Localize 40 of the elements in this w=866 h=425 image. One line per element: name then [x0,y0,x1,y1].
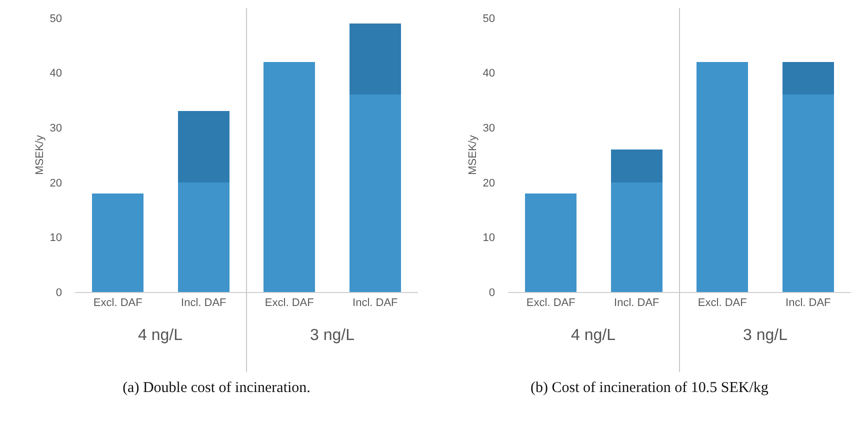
text: (b) Cost of incineration of 10.5 SEK/kg [530,380,770,397]
text: 4 ng/L [138,327,183,344]
bar [782,94,834,292]
y-tick-label: 40 [482,68,495,80]
y-tick-label: 10 [50,232,62,244]
y-axis-title: MSEK/y [34,134,46,175]
text: (a) Double cost of incineration. [122,380,312,397]
y-tick-label: 20 [50,177,62,190]
x-tick-label: Incl. DAF [181,297,227,310]
bar [349,23,401,95]
x-tick-label: Incl. DAF [614,297,660,310]
y-axis-title: MSEK/y [467,134,479,175]
y-tick-label: 50 [50,12,62,25]
x-tick-label: Incl. DAF [786,297,832,310]
bar [525,193,577,292]
x-tick-label: Excl. DAF [264,297,314,310]
y-tick-label: 20 [482,177,495,190]
bar [178,111,230,182]
bar [610,182,662,292]
y-tick-label: 0 [488,286,495,299]
bar [92,193,144,292]
y-tick-label: 10 [482,232,495,244]
y-tick-label: 50 [482,12,495,25]
x-tick-label: Excl. DAF [698,297,748,310]
bar [782,62,834,95]
x-tick-label: Excl. DAF [526,297,576,310]
text: 3 ng/L [310,327,355,344]
text: 4 ng/L [571,327,616,344]
y-tick-label: 0 [56,286,62,299]
bar [696,62,748,292]
bar [178,182,230,292]
x-tick-label: Incl. DAF [352,297,398,310]
text: 3 ng/L [743,327,788,344]
y-tick-label: 40 [50,68,62,80]
bar [264,62,316,292]
y-tick-label: 30 [50,122,62,134]
bar [349,94,401,292]
y-tick-label: 30 [482,122,495,134]
bar [610,150,662,182]
x-tick-label: Excl. DAF [93,297,143,310]
